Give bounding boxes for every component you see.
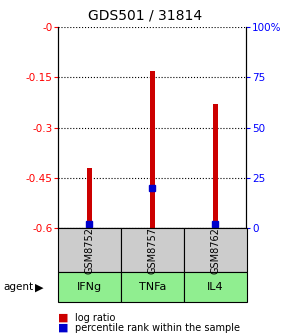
Text: IFNg: IFNg (77, 282, 102, 292)
Text: ▶: ▶ (35, 282, 43, 292)
Text: percentile rank within the sample: percentile rank within the sample (75, 323, 240, 333)
Text: ■: ■ (58, 323, 68, 333)
Text: IL4: IL4 (207, 282, 223, 292)
Text: GSM8752: GSM8752 (84, 227, 95, 274)
Text: TNFa: TNFa (139, 282, 166, 292)
Text: ■: ■ (58, 312, 68, 323)
Text: GSM8762: GSM8762 (210, 227, 220, 274)
Bar (150, 71, 155, 228)
Text: GSM8757: GSM8757 (147, 227, 157, 274)
Text: GDS501 / 31814: GDS501 / 31814 (88, 8, 202, 23)
Text: agent: agent (3, 282, 33, 292)
Bar (87, 168, 92, 228)
Bar (213, 104, 218, 228)
Text: log ratio: log ratio (75, 312, 116, 323)
